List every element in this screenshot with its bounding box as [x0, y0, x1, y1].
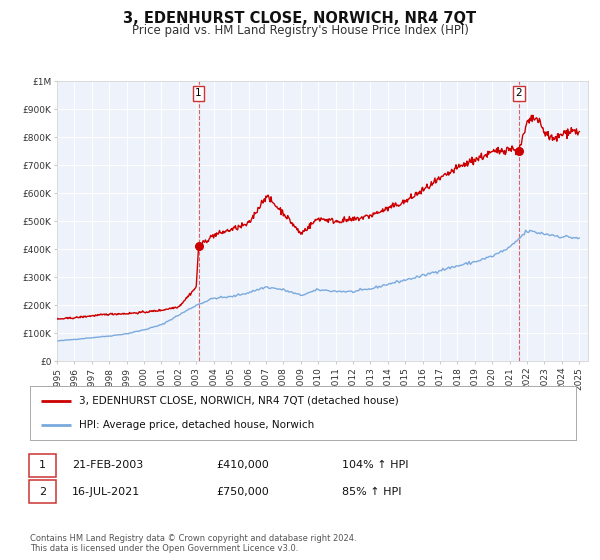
Text: 2: 2: [39, 487, 46, 497]
Text: 1: 1: [195, 88, 202, 98]
Text: HPI: Average price, detached house, Norwich: HPI: Average price, detached house, Norw…: [79, 420, 314, 430]
Text: 85% ↑ HPI: 85% ↑ HPI: [342, 487, 401, 497]
Text: 2: 2: [516, 88, 523, 98]
Text: 1: 1: [39, 460, 46, 470]
Text: Contains HM Land Registry data © Crown copyright and database right 2024.
This d: Contains HM Land Registry data © Crown c…: [30, 534, 356, 553]
Text: 3, EDENHURST CLOSE, NORWICH, NR4 7QT: 3, EDENHURST CLOSE, NORWICH, NR4 7QT: [124, 11, 476, 26]
Text: 104% ↑ HPI: 104% ↑ HPI: [342, 460, 409, 470]
Text: £750,000: £750,000: [216, 487, 269, 497]
Text: 21-FEB-2003: 21-FEB-2003: [72, 460, 143, 470]
Text: Price paid vs. HM Land Registry's House Price Index (HPI): Price paid vs. HM Land Registry's House …: [131, 24, 469, 36]
Text: 3, EDENHURST CLOSE, NORWICH, NR4 7QT (detached house): 3, EDENHURST CLOSE, NORWICH, NR4 7QT (de…: [79, 396, 399, 406]
Text: £410,000: £410,000: [216, 460, 269, 470]
Text: 16-JUL-2021: 16-JUL-2021: [72, 487, 140, 497]
